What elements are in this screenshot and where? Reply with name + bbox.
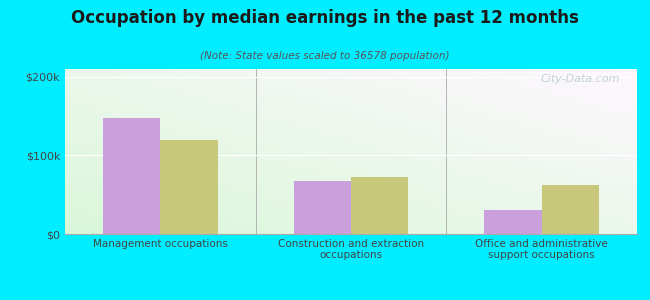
Bar xyxy=(161,140,218,234)
Text: City-Data.com: City-Data.com xyxy=(540,74,620,84)
Bar xyxy=(294,181,351,234)
Text: (Note: State values scaled to 36578 population): (Note: State values scaled to 36578 popu… xyxy=(200,51,450,61)
Text: Occupation by median earnings in the past 12 months: Occupation by median earnings in the pas… xyxy=(71,9,579,27)
Bar xyxy=(351,177,408,234)
Bar xyxy=(541,185,599,234)
Bar xyxy=(484,210,541,234)
Bar xyxy=(103,118,161,234)
